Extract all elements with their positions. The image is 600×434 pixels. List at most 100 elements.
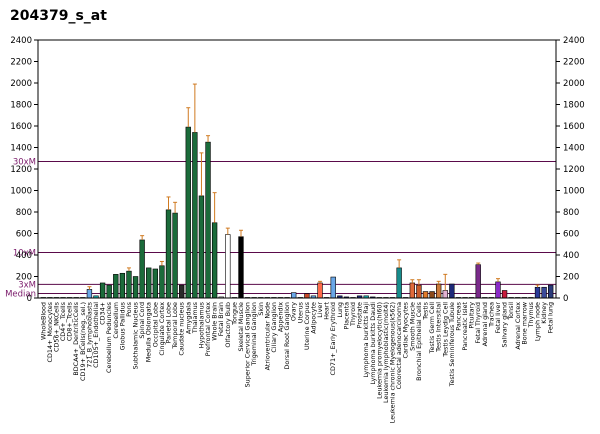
bar	[179, 284, 185, 299]
y-tick-label-left: 2200	[10, 58, 32, 68]
x-tick-labels: WholeBloodCD14+_MonocytesCD56+_NKCellsCD…	[39, 301, 554, 423]
bar	[548, 284, 554, 299]
y-tick-label-left: 1000	[10, 187, 32, 197]
bar	[416, 284, 422, 299]
x-tick-label: Placenta	[342, 302, 350, 330]
x-tick-label: Uterine Corpus	[303, 301, 311, 350]
x-tick-label: CD56+_NKCells	[52, 301, 60, 352]
x-tick-label: Prostate	[356, 302, 364, 328]
x-tick-label: Thyroid	[349, 302, 357, 327]
x-tick-label: Subthalamic Nucleus	[132, 301, 140, 369]
bar	[99, 282, 106, 299]
y-tick-label-left: 400	[16, 251, 32, 261]
reference-line-label: 3xM	[18, 280, 36, 290]
x-tick-label: Leukemia chronic Myelogenous(k562)	[389, 302, 397, 423]
bar	[304, 293, 310, 299]
x-tick-label: CD71+_Early Erythroid	[329, 302, 337, 375]
y-tick-label-right: 1200	[563, 165, 585, 175]
x-tick-label: Globus Pallidus	[118, 301, 126, 350]
x-tick-label: BDCA4+_DentriticCells	[72, 301, 80, 375]
x-tick-label: Pituitary	[468, 302, 476, 329]
y-tick-label-right: 2200	[563, 58, 585, 68]
bar	[495, 281, 501, 299]
bar	[238, 236, 244, 299]
x-tick-label: Trachea	[487, 302, 495, 328]
bar	[409, 282, 415, 299]
bar	[442, 290, 448, 299]
x-tick-label: Skeletal Muscle	[237, 302, 245, 352]
chart-title: 204379_s_at	[10, 8, 107, 24]
y-tick-label-left: 600	[16, 230, 32, 240]
y-tick-label-left: 2400	[10, 36, 32, 46]
x-tick-label: Cingulate Cortex	[158, 302, 166, 356]
bar	[165, 209, 172, 299]
x-tick-label: Occipital Lobe	[151, 302, 159, 347]
y-tick-label-left: 1600	[10, 122, 32, 132]
x-tick-label: Adipocyte	[309, 302, 317, 334]
x-tick-label: Thalamus	[191, 301, 199, 334]
x-tick-label: Testis	[422, 301, 430, 320]
x-tick-label: Cerebellum Peduncles	[105, 301, 113, 373]
bar	[291, 292, 297, 299]
bar	[501, 290, 508, 299]
reference-line-label: 30xM	[13, 157, 36, 167]
x-tick-label: Bone marrow	[520, 302, 528, 345]
bar	[192, 132, 198, 299]
y-tick-label-left: 200	[16, 273, 32, 283]
x-tick-label: Uterus	[296, 301, 304, 323]
bar	[126, 270, 132, 299]
y-tick-label-right: 600	[563, 230, 579, 240]
y-tick-label-left: 1200	[10, 165, 32, 175]
x-tick-label: 721_B_lymphoblasts	[85, 301, 93, 367]
x-tick-label: Cerebellum	[112, 302, 120, 339]
x-tick-label: CD4+_Tcells	[59, 301, 67, 341]
x-tick-label: Lymphoma burkitts Raji	[362, 302, 370, 378]
x-tick-label: Superior Cervical Ganglion	[244, 302, 252, 387]
x-tick-label: CD14+_Monocytes	[46, 301, 54, 362]
bar	[317, 282, 323, 299]
x-tick-label: Trigeminal Ganglion	[250, 302, 258, 367]
reference-line-label: 10xM	[13, 249, 36, 259]
bar	[534, 286, 541, 299]
y-tick-label-right: 1000	[563, 187, 585, 197]
reference-line-label: Median	[5, 289, 36, 299]
y-tick-label-left: 2000	[10, 79, 32, 89]
x-tick-label: Pancreas	[454, 301, 462, 330]
x-tick-label: Caudate nucleus	[178, 301, 186, 355]
y-tick-label-right: 1600	[563, 122, 585, 132]
x-tick-label: Pons	[125, 301, 133, 317]
x-tick-label: Tonsil	[507, 302, 515, 321]
x-tick-label: WholeBlood	[39, 302, 47, 340]
y-tick-label-left: 800	[16, 208, 32, 218]
x-tick-label: Cardiac Myocytes	[402, 301, 410, 358]
y-tick-label-right: 0	[563, 294, 568, 304]
bar	[119, 272, 126, 299]
bar	[422, 291, 429, 299]
x-tick-label: Skin	[257, 302, 265, 316]
bar	[436, 283, 442, 299]
axes: 0 0 200 200 400 400 600 600 800 800 1000 1000 1200 12…	[10, 36, 584, 304]
x-tick-label: Fetal lung	[547, 302, 555, 333]
x-tick-label: Tongue	[230, 302, 238, 326]
bar	[185, 126, 191, 299]
bar	[198, 195, 205, 299]
bar	[139, 239, 145, 299]
bar	[106, 284, 112, 299]
y-tick-label-left: 1800	[10, 101, 32, 111]
bar	[86, 289, 93, 299]
x-tick-label: Prefrontal Cortex	[204, 302, 212, 356]
bar	[330, 276, 336, 299]
x-tick-label: Kidney	[540, 302, 548, 324]
x-tick-label: Appendix	[277, 302, 285, 332]
x-tick-label: Testis Leydig Cell	[441, 302, 449, 358]
bar	[211, 222, 218, 299]
x-tick-label: CD19+_BCells(neg._sel.)	[79, 302, 87, 381]
bar	[225, 234, 231, 299]
x-tick-label: Liver	[316, 302, 324, 318]
x-tick-label: Lymph node	[534, 302, 542, 341]
y-tick-label-left: 1400	[10, 144, 32, 154]
x-tick-label: Adrenal Cortex	[514, 302, 522, 350]
x-tick-label: Lymphoma burkitts Daudi	[369, 302, 377, 385]
